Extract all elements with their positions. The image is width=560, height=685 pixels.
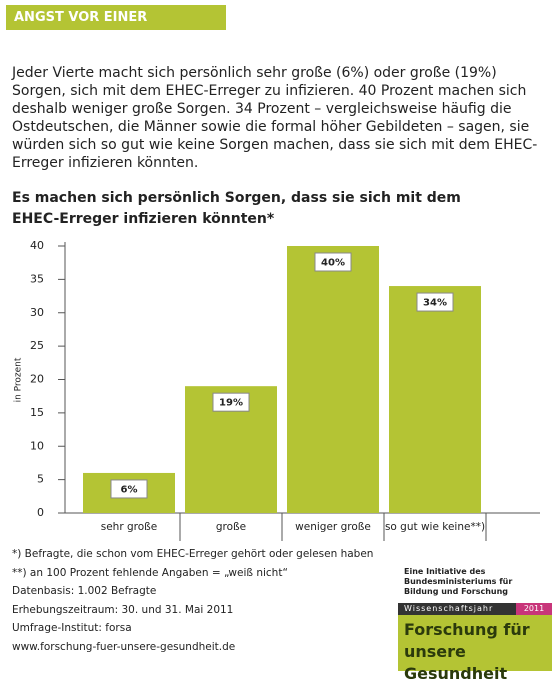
- value-label: 19%: [219, 398, 243, 409]
- logo-band: Wissenschaftsjahr 2011: [398, 603, 552, 615]
- y-axis-label: in Prozent: [14, 357, 24, 402]
- logo: Eine Initiative des Bundesministeriums f…: [398, 565, 552, 683]
- y-tick-label: 15: [30, 406, 44, 419]
- y-tick-label: 25: [30, 339, 44, 352]
- y-tick-label: 40: [30, 239, 44, 252]
- logo-box: Forschung für unsere Gesundheit: [398, 615, 552, 683]
- footnote: Datenbasis: 1.002 Befragte: [12, 585, 157, 597]
- value-label: 6%: [121, 484, 138, 495]
- x-tick-label: große: [216, 521, 246, 533]
- logo-band-text: Wissenschaftsjahr: [398, 603, 516, 615]
- logo-initiative: Eine Initiative des Bundesministeriums f…: [404, 567, 513, 596]
- x-tick-label: so gut wie keine**): [385, 521, 485, 533]
- logo-year: 2011: [516, 603, 552, 615]
- chart-title: Es machen sich persönlich Sorgen, dass s…: [12, 190, 461, 227]
- value-label-box: [212, 392, 250, 412]
- footnote: *) Befragte, die schon vom EHEC-Erreger …: [12, 548, 374, 560]
- logo-line: Forschung für: [404, 620, 530, 639]
- y-tick-label: 10: [30, 439, 44, 452]
- value-label-box: [416, 292, 454, 312]
- bar: [389, 286, 481, 513]
- bar: [287, 246, 379, 513]
- x-tick-label: sehr große: [101, 521, 158, 533]
- y-tick-label: 35: [30, 272, 44, 285]
- value-label-box: [314, 252, 352, 272]
- x-tick-label: weniger große: [295, 521, 371, 533]
- paragraph: Jeder Vierte macht sich persönlich sehr …: [12, 65, 538, 171]
- footnote: Erhebungszeitraum: 30. und 31. Mai 2011: [12, 603, 234, 616]
- footnote: **) an 100 Prozent fehlende Angaben = „w…: [12, 566, 288, 579]
- chart: in Prozent 0 5 10 15 20 25 30 35 40 sehr große 6% g…: [14, 239, 540, 541]
- y-tick-label: 0: [37, 506, 44, 519]
- value-label: 40%: [321, 258, 345, 269]
- value-label: 34%: [423, 298, 447, 309]
- y-tick-label: 30: [30, 306, 44, 319]
- header-title: ANGST VOR EINER INFEKTION: [6, 5, 226, 50]
- y-tick-label: 20: [30, 373, 44, 386]
- y-tick-label: 5: [37, 473, 44, 486]
- footnote: www.forschung-fuer-unsere-gesundheit.de: [12, 640, 236, 653]
- footnotes: *) Befragte, die schon vom EHEC-Erreger …: [12, 545, 373, 656]
- footnote: Umfrage-Institut: forsa: [12, 622, 132, 634]
- logo-line: unsere Gesundheit: [404, 642, 508, 683]
- page: ANGST VOR EINER INFEKTION Jeder Vierte m…: [6, 5, 552, 683]
- value-label-box: [110, 479, 148, 499]
